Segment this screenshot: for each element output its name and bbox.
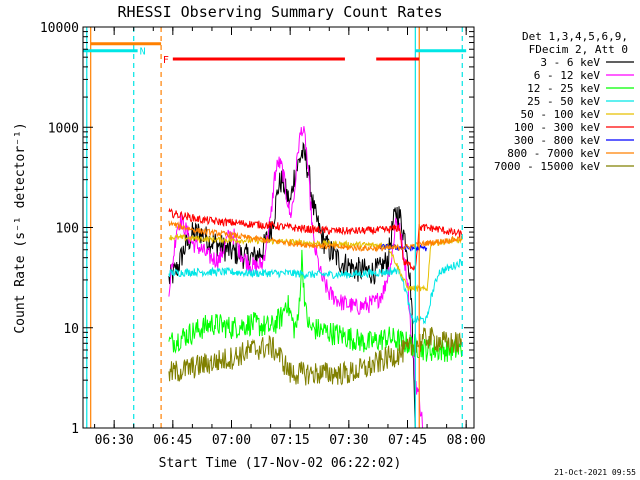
x-tick-label-1: 06:45 xyxy=(153,433,192,448)
legend-label-1: 6 - 12 keV xyxy=(534,69,601,82)
series-line-5 xyxy=(168,207,463,271)
legend-label-0: 3 - 6 keV xyxy=(540,56,600,69)
y-tick-label-4: 10000 xyxy=(40,21,79,36)
series-line-2 xyxy=(168,249,463,362)
y-tick-label-2: 100 xyxy=(56,222,79,237)
legend-label-5: 100 - 300 keV xyxy=(514,121,600,134)
y-tick-label-1: 10 xyxy=(63,322,79,337)
y-tick-label-3: 1000 xyxy=(48,121,79,136)
legend-label-7: 800 - 7000 keV xyxy=(507,147,600,160)
x-tick-label-2: 07:00 xyxy=(212,433,251,448)
series-line-1 xyxy=(168,126,424,429)
legend-header-1: FDecim 2, Att 0 xyxy=(529,43,628,56)
legend-header-0: Det 1,3,4,5,6,9, xyxy=(522,30,628,43)
legend-label-3: 25 - 50 keV xyxy=(527,95,600,108)
x-tick-label-5: 07:45 xyxy=(388,433,427,448)
axes: 06:30 06:45 07:00 07:15 07:30 07:45 08:00 1 10 10… xyxy=(40,21,486,448)
y-tick-label-0: 1 xyxy=(71,422,79,437)
series-line-7 xyxy=(168,220,463,253)
legend-label-4: 50 - 100 keV xyxy=(521,108,601,121)
footer-timestamp: 21-Oct-2021 09:55 xyxy=(554,468,636,477)
flag-label-1: F xyxy=(163,55,169,66)
flag-label-0: N xyxy=(140,47,146,58)
x-tick-label-3: 07:15 xyxy=(271,433,310,448)
x-tick-label-6: 08:00 xyxy=(447,433,486,448)
series-line-4 xyxy=(168,233,463,292)
x-tick-label-0: 06:30 xyxy=(95,433,134,448)
series-line-3 xyxy=(168,258,463,325)
legend-label-6: 300 - 800 keV xyxy=(514,134,600,147)
x-tick-label-4: 07:30 xyxy=(329,433,368,448)
legend-label-8: 7000 - 15000 keV xyxy=(494,160,600,173)
y-axis-label: Count Rate (s⁻¹ detector⁻¹) xyxy=(13,122,28,333)
series-line-8 xyxy=(168,326,463,386)
x-axis-label: Start Time (17-Nov-02 06:22:02) xyxy=(159,456,402,471)
legend: Det 1,3,4,5,6,9,FDecim 2, Att 03 - 6 keV… xyxy=(494,30,634,173)
chart-title: RHESSI Observing Summary Count Rates xyxy=(117,3,442,21)
legend-label-2: 12 - 25 keV xyxy=(527,82,600,95)
